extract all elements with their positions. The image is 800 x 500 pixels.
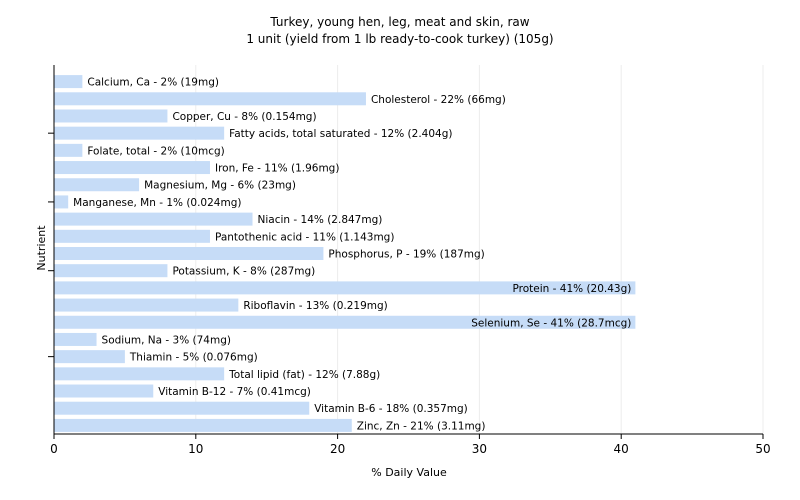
bar — [54, 298, 239, 312]
y-axis-title: Nutrient — [35, 225, 48, 271]
bar — [54, 401, 310, 415]
chart-title: Turkey, young hen, leg, meat and skin, r… — [270, 15, 530, 29]
bar-label: Iron, Fe - 11% (1.96mg) — [215, 163, 339, 175]
bar-label: Folate, total - 2% (10mcg) — [87, 145, 224, 157]
bar-label: Copper, Cu - 8% (0.154mg) — [172, 111, 316, 123]
bar-label: Manganese, Mn - 1% (0.024mg) — [73, 197, 241, 209]
x-axis-title: % Daily Value — [371, 466, 447, 479]
bar — [54, 350, 125, 364]
bar-label: Riboflavin - 13% (0.219mg) — [243, 300, 387, 312]
bar — [54, 126, 225, 140]
bar — [54, 75, 83, 89]
bar — [54, 264, 168, 278]
bar — [54, 418, 352, 432]
bar-label: Selenium, Se - 41% (28.7mcg) — [471, 317, 631, 329]
bar — [54, 143, 83, 157]
bar-label: Sodium, Na - 3% (74mg) — [102, 334, 231, 346]
chart-subtitle: 1 unit (yield from 1 lb ready-to-cook tu… — [246, 32, 554, 46]
bar — [54, 92, 366, 106]
bar-label: Calcium, Ca - 2% (19mg) — [87, 77, 219, 89]
bar-label: Cholesterol - 22% (66mg) — [371, 94, 506, 106]
bar-label: Potassium, K - 8% (287mg) — [172, 266, 315, 278]
bar — [54, 315, 636, 329]
x-tick-label: 30 — [472, 442, 487, 456]
bar — [54, 367, 225, 381]
bar-label: Magnesium, Mg - 6% (23mg) — [144, 180, 296, 192]
x-tick-label: 20 — [330, 442, 345, 456]
bar — [54, 178, 140, 192]
x-tick-label: 0 — [50, 442, 58, 456]
bar — [54, 109, 168, 123]
bar-label: Zinc, Zn - 21% (3.11mg) — [357, 420, 486, 432]
bar-label: Pantothenic acid - 11% (1.143mg) — [215, 231, 394, 243]
bar — [54, 161, 210, 175]
x-tick-label: 50 — [755, 442, 770, 456]
bar — [54, 247, 324, 260]
bar-label: Vitamin B-12 - 7% (0.41mcg) — [158, 386, 311, 398]
bar — [54, 229, 210, 243]
bar-label: Fatty acids, total saturated - 12% (2.40… — [229, 128, 452, 140]
bar — [54, 212, 253, 226]
bar-label: Thiamin - 5% (0.076mg) — [129, 352, 258, 364]
bar-label: Phosphorus, P - 19% (187mg) — [328, 249, 484, 261]
bar — [54, 281, 636, 295]
bar — [54, 384, 154, 398]
bar-label: Total lipid (fat) - 12% (7.88g) — [228, 369, 380, 381]
bar-label: Niacin - 14% (2.847mg) — [258, 214, 383, 226]
bar — [54, 332, 97, 346]
x-tick-label: 40 — [614, 442, 629, 456]
bar — [54, 195, 69, 209]
x-tick-label: 10 — [188, 442, 203, 456]
bar-label: Protein - 41% (20.43g) — [513, 283, 632, 295]
bar-label: Vitamin B-6 - 18% (0.357mg) — [314, 403, 468, 415]
